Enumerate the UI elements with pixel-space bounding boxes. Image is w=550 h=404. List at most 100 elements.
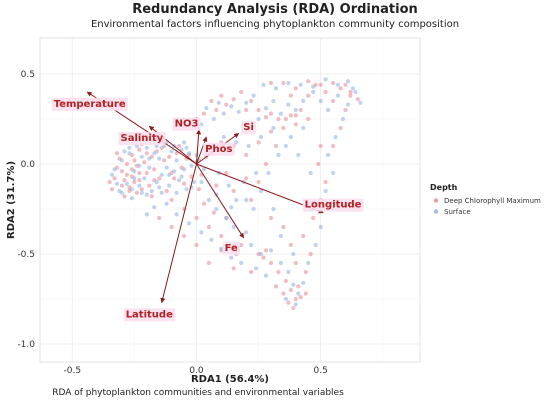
data-point <box>181 181 187 186</box>
data-point <box>112 167 117 172</box>
data-point <box>318 224 323 230</box>
data-point <box>132 179 137 185</box>
data-point <box>263 248 269 253</box>
data-point <box>211 116 216 122</box>
data-point <box>244 100 249 105</box>
label-bg-temperature <box>51 97 128 111</box>
data-point <box>167 183 172 188</box>
data-point <box>258 134 264 140</box>
data-point <box>249 197 254 203</box>
x-tick-labels: -0.5 0.0 0.5 <box>64 366 328 376</box>
x-tick-label: 0.5 <box>313 366 327 376</box>
scatter-points <box>107 77 363 311</box>
data-point <box>278 233 284 239</box>
data-point <box>276 269 281 275</box>
data-point <box>249 98 254 104</box>
data-point <box>152 151 157 156</box>
data-point <box>199 179 204 185</box>
data-point <box>286 80 291 86</box>
data-point <box>249 269 254 275</box>
data-point <box>244 197 249 203</box>
data-point <box>194 152 199 158</box>
label-salinity: Salinity <box>118 132 166 145</box>
data-point <box>293 302 298 307</box>
data-point <box>293 107 298 113</box>
chart-caption: RDA of phytoplankton communities and env… <box>52 388 344 398</box>
arrow-longitude <box>196 163 324 214</box>
data-point <box>169 197 174 203</box>
data-point <box>152 205 157 210</box>
y-axis-title: RDA2 (31.7%) <box>6 161 17 239</box>
data-point <box>256 179 261 185</box>
data-point <box>318 143 323 149</box>
label-text-si: Si <box>243 122 254 133</box>
arrow-no3 <box>195 129 202 165</box>
data-point <box>256 107 261 113</box>
data-point <box>323 179 328 185</box>
data-point <box>251 93 256 98</box>
data-point <box>181 167 187 172</box>
data-point <box>244 230 249 235</box>
data-point <box>276 116 281 122</box>
data-point <box>330 98 336 104</box>
data-point <box>353 89 358 95</box>
data-point <box>164 165 169 170</box>
data-point <box>214 107 219 113</box>
label-text-temperature: Temperature <box>54 99 126 110</box>
data-point <box>244 152 249 158</box>
data-point <box>191 179 197 185</box>
data-point <box>283 296 288 302</box>
data-point <box>221 134 226 140</box>
legend-title: Depth <box>430 183 458 192</box>
data-point <box>281 80 286 86</box>
data-point <box>139 187 144 192</box>
data-point <box>311 89 316 95</box>
data-point <box>204 106 209 111</box>
label-bg-longitude <box>302 198 364 212</box>
data-point <box>147 165 152 170</box>
data-point <box>224 215 229 221</box>
data-point <box>122 149 127 154</box>
label-text-fe: Fe <box>225 243 238 254</box>
data-point <box>308 170 313 176</box>
data-point <box>229 104 234 109</box>
data-point <box>119 183 125 188</box>
arrow-fe <box>196 163 245 239</box>
legend-key <box>433 209 439 214</box>
data-point <box>311 84 316 89</box>
data-point <box>201 201 207 206</box>
data-point <box>154 179 159 185</box>
data-point <box>124 181 130 186</box>
data-point <box>350 86 356 91</box>
label-latitude: Latitude <box>123 308 176 322</box>
data-point <box>174 158 179 163</box>
data-point <box>122 194 127 199</box>
data-point <box>129 196 134 201</box>
data-point <box>181 233 187 239</box>
data-point <box>298 82 303 87</box>
data-point <box>139 190 144 195</box>
data-point <box>129 187 134 192</box>
data-point <box>266 170 271 176</box>
data-point <box>229 205 234 210</box>
data-point <box>330 170 336 176</box>
data-point <box>273 284 279 289</box>
data-point <box>137 163 142 168</box>
label-bg-phos <box>203 142 235 156</box>
data-point <box>159 172 164 177</box>
data-point <box>281 125 286 131</box>
data-point <box>293 113 298 118</box>
data-point <box>219 246 224 251</box>
data-point <box>293 86 298 91</box>
data-point <box>221 111 226 116</box>
data-point <box>214 183 219 188</box>
data-point <box>288 242 293 248</box>
data-point <box>261 82 266 87</box>
data-point <box>201 111 207 116</box>
legend-key <box>433 198 439 203</box>
data-point <box>167 172 172 177</box>
data-point <box>157 176 162 181</box>
data-point <box>296 291 301 296</box>
data-point <box>253 266 259 271</box>
data-point <box>306 260 311 266</box>
